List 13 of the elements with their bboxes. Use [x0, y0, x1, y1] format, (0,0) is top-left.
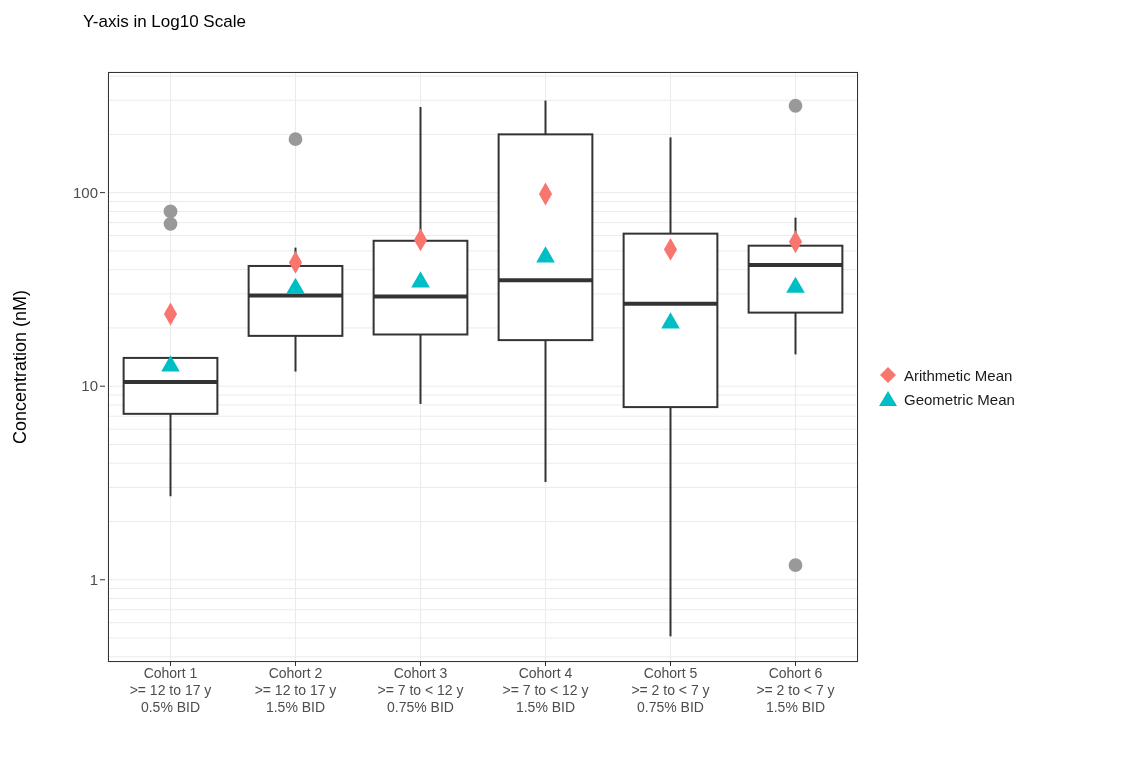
legend-label: Geometric Mean	[904, 390, 1015, 408]
chart-title: Y-axis in Log10 Scale	[82, 11, 247, 32]
y-tick-label: 10	[81, 377, 98, 395]
x-tick-label: Cohort 4 >= 7 to < 12 y 1.5% BID	[502, 665, 589, 715]
y-axis-title: Concentration (nM)	[10, 289, 31, 445]
y-tick-label: 100	[72, 183, 98, 201]
x-tick-label: Cohort 3 >= 7 to < 12 y 0.75% BID	[377, 665, 464, 715]
x-tick-label: Cohort 2 >= 12 to 17 y 1.5% BID	[254, 665, 337, 715]
x-tick-label: Cohort 6 >= 2 to < 7 y 1.5% BID	[756, 665, 835, 715]
legend-label: Arithmetic Mean	[904, 366, 1013, 384]
x-tick-label: Cohort 1 >= 12 to 17 y 0.5% BID	[129, 665, 212, 715]
x-tick-label: Cohort 5 >= 2 to < 7 y 0.75% BID	[631, 665, 710, 715]
y-tick-label: 1	[89, 570, 98, 588]
